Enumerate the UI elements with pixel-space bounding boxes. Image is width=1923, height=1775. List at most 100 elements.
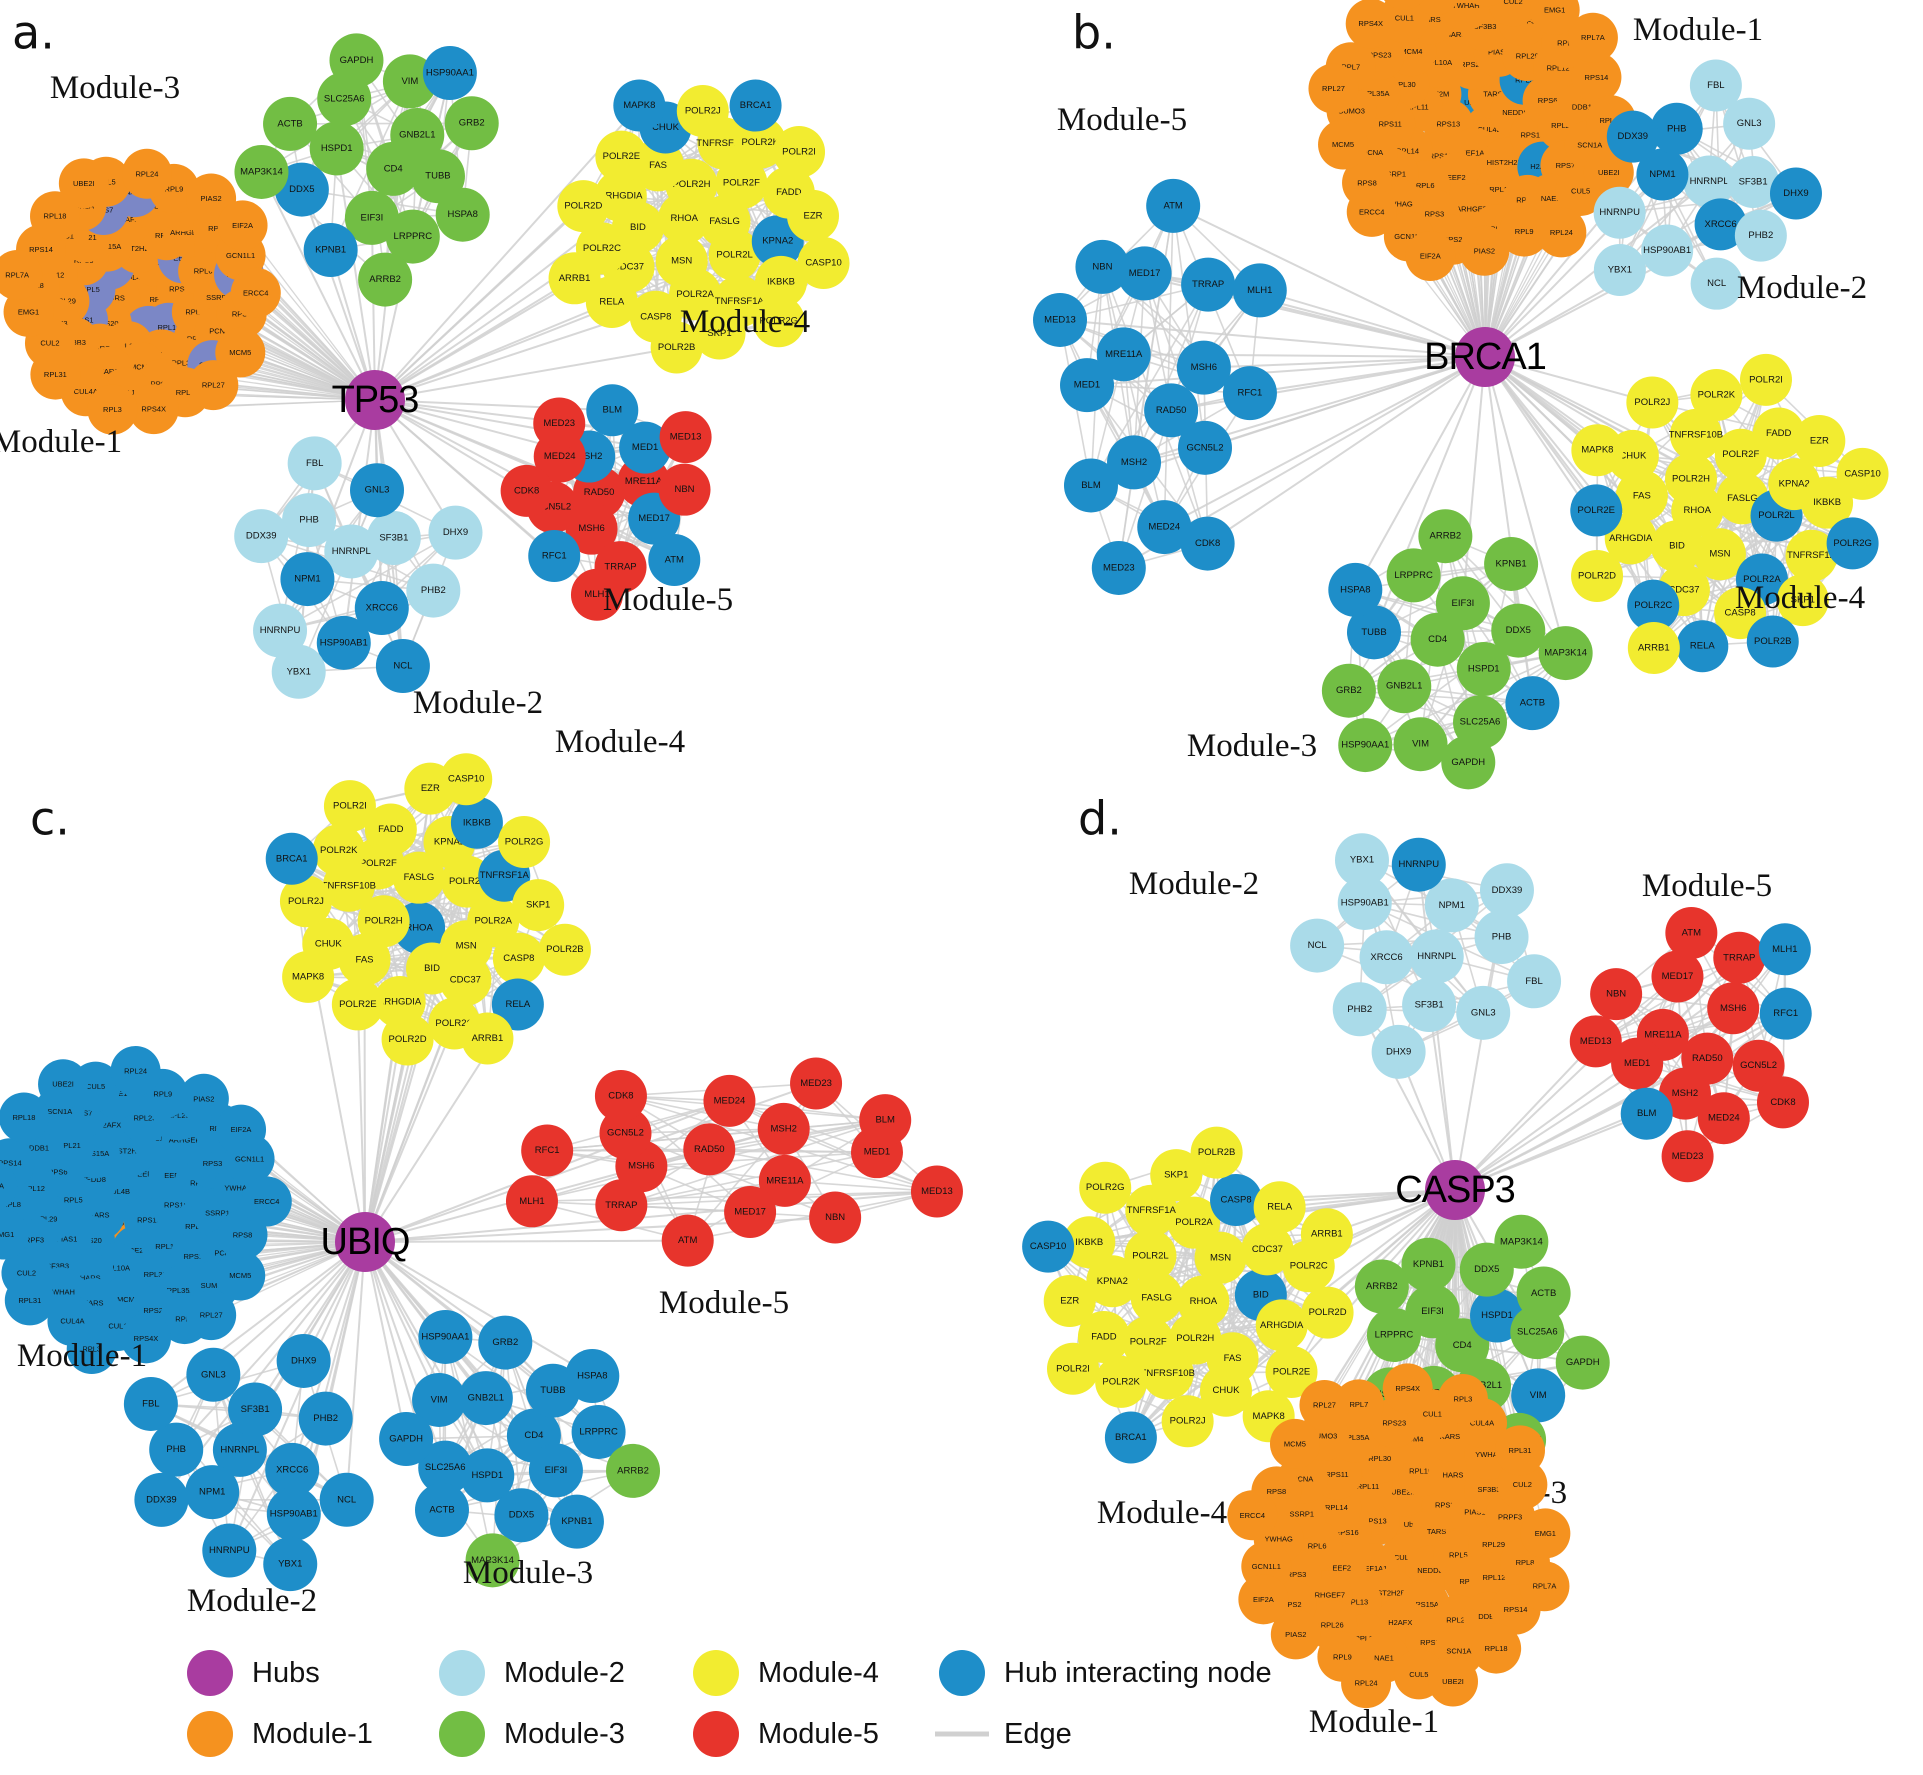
node-label: RPL18 <box>44 212 67 221</box>
node-label: ACTB <box>277 118 302 129</box>
node-circle-SKP1 <box>1776 574 1829 627</box>
module-caption-c-Module-5: Module-5 <box>659 1285 789 1321</box>
node-UBE2I: UBE2I <box>58 158 109 209</box>
node-label: RPL31 <box>18 1296 41 1305</box>
node-label: CUL5 <box>1571 186 1590 195</box>
node-RPL24: RPL24 <box>121 148 172 199</box>
node-TNFRSF10B: TNFRSF10B <box>1669 408 1723 461</box>
node-label: RPS7 <box>1556 161 1576 170</box>
node-label: RPL31 <box>44 370 67 379</box>
node-MED1: MED1 <box>1060 358 1115 413</box>
node-label: MED23 <box>800 1078 832 1089</box>
node-GRB2: GRB2 <box>478 1315 533 1370</box>
node-label: HSP90AB1 <box>320 637 368 648</box>
node-label: RPL24 <box>135 169 158 178</box>
node-circle-HSP90AB1 <box>316 615 371 670</box>
node-circle-HNRNPL <box>1683 155 1736 208</box>
node-circle-MLH1 <box>1232 263 1287 318</box>
node-MSH6: MSH6 <box>1176 340 1231 395</box>
node-CUL2: CUL2 <box>1488 0 1539 27</box>
node-RAD50: RAD50 <box>683 1123 736 1176</box>
node-LRPPRC: LRPPRC <box>1366 1307 1421 1362</box>
node-SKP1: SKP1 <box>693 307 746 360</box>
node-NBN: NBN <box>1590 968 1643 1021</box>
edge <box>279 531 456 632</box>
node-BRCA1: BRCA1 <box>729 79 782 132</box>
node-label: CUL5 <box>1409 1670 1428 1679</box>
node-DDX39: DDX39 <box>1479 863 1534 918</box>
node-TRRAP: TRRAP <box>1713 931 1766 984</box>
node-DHX9: DHX9 <box>1769 167 1822 220</box>
node-YBX1: YBX1 <box>1334 833 1389 888</box>
node-circle-GAPDH <box>329 33 384 88</box>
node-label: RPS4X <box>1358 19 1383 28</box>
node-RPL7A: RPL7A <box>1567 12 1618 63</box>
node-BRCA1: BRCA1 <box>265 832 318 885</box>
node-label: IKBKB <box>463 817 491 828</box>
node-label: HSP90AB1 <box>1643 245 1691 256</box>
node-label: NEDD8 <box>1502 108 1527 117</box>
node-label: ARHGEF7 <box>1456 204 1491 213</box>
edge <box>1059 319 1165 528</box>
node-label: CD4 <box>1453 1340 1472 1351</box>
node-label: RAD50 <box>584 487 615 498</box>
node-circle-EIF2A <box>1405 230 1456 281</box>
node-RPS4X: RPS4X <box>1345 0 1396 49</box>
node-circle-XRCC6 <box>354 581 409 636</box>
module-caption-d-Module-4: Module-4 <box>1097 1495 1227 1531</box>
node-circle-POLR2E <box>595 130 648 183</box>
node-RPL18: RPL18 <box>1471 1623 1522 1674</box>
node-label: TNFRSF1A <box>1127 1205 1177 1216</box>
node-label: RPS23 <box>1382 1419 1406 1428</box>
node-UBE2I: UBE2I <box>38 1059 89 1110</box>
node-circle-HNRNPU <box>253 603 308 658</box>
node-label: VIM <box>1412 739 1429 750</box>
node-label: RPL9 <box>1333 1652 1352 1661</box>
node-label: MED13 <box>670 432 702 443</box>
node-label: EZR <box>1810 435 1829 446</box>
node-label: MSN <box>1709 549 1730 560</box>
node-RPL27: RPL27 <box>186 1290 237 1341</box>
node-EIF2A: EIF2A <box>217 200 268 251</box>
node-DHX9: DHX9 <box>276 1333 331 1388</box>
node-TRRAP: TRRAP <box>1181 257 1236 312</box>
node-label: MCM4 <box>1400 47 1422 56</box>
node-ACTB: ACTB <box>414 1483 469 1538</box>
node-label: BRCA1 <box>276 853 308 864</box>
node-RPL7A: RPL7A <box>0 249 43 300</box>
node-label: GNL3 <box>365 485 390 496</box>
node-RPL18: RPL18 <box>0 1092 49 1143</box>
node-ARRB1: ARRB1 <box>1300 1208 1353 1261</box>
node-circle-RPL3 <box>87 384 138 435</box>
node-UBE2I: UBE2I <box>1428 1656 1479 1707</box>
node-label: ARRB1 <box>1638 642 1670 653</box>
edge <box>1101 266 1166 528</box>
node-label: BRCA1 <box>740 100 772 111</box>
node-label: FASLG <box>404 872 435 883</box>
node-label: ERCC4 <box>254 1197 279 1206</box>
node-label: BID <box>1669 541 1685 552</box>
node-label: RPL7 <box>1350 1400 1369 1409</box>
node-POLR2K: POLR2K <box>1690 368 1743 421</box>
node-label: EZR <box>1060 1295 1079 1306</box>
node-YBX1: YBX1 <box>271 644 326 699</box>
node-label: GAPDH <box>340 55 374 66</box>
node-label: POLR2K <box>1102 1376 1140 1387</box>
node-label: NBN <box>825 1212 845 1223</box>
node-ACTB: ACTB <box>263 96 318 151</box>
node-ERCC4: ERCC4 <box>1227 1490 1278 1541</box>
node-label: DDX5 <box>1474 1264 1499 1275</box>
node-label: POLR2K <box>741 137 779 148</box>
node-circle-RPL27 <box>1308 63 1359 114</box>
node-label: RPS11 <box>1379 119 1402 128</box>
node-circle-GNB2L1 <box>390 107 445 162</box>
node-circle-RFC1 <box>528 529 581 582</box>
node-label: GCN5L2 <box>534 502 571 513</box>
legend-label: Hub interacting node <box>1004 1657 1272 1689</box>
node-label: GCN1L1 <box>1252 1562 1281 1571</box>
node-label: RPL6 <box>194 266 213 275</box>
node-circle-CDK8 <box>500 464 553 517</box>
node-MAPK8: MAPK8 <box>1571 424 1624 477</box>
node-label: MSN <box>456 941 477 952</box>
